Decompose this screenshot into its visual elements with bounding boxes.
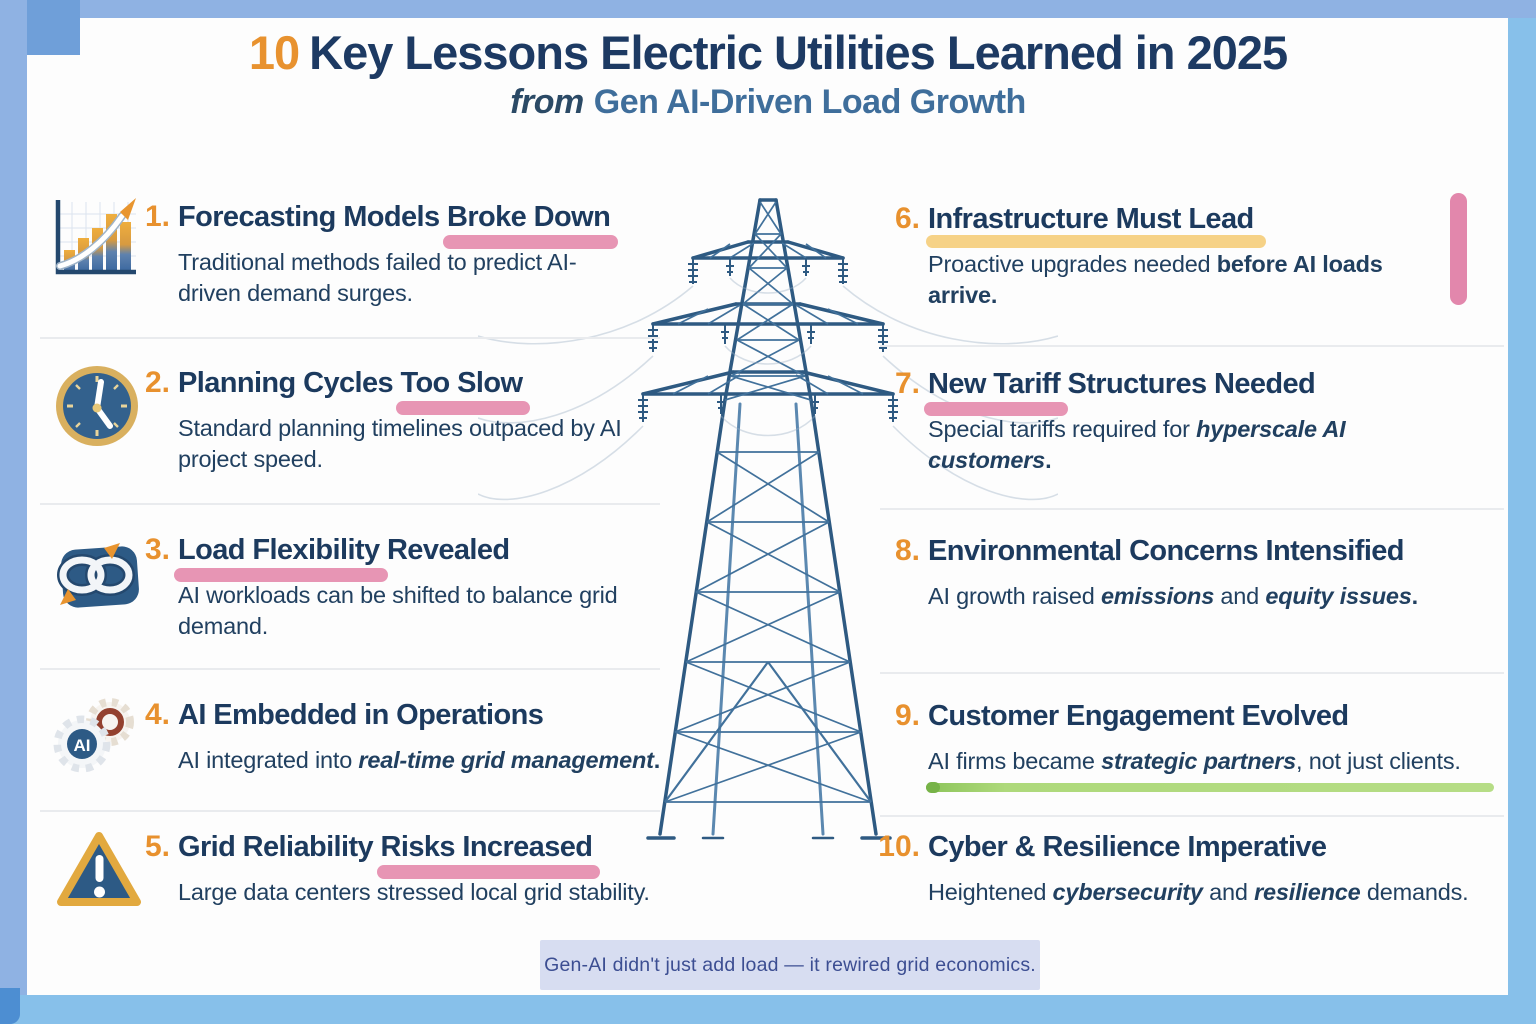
frame-border-right (1508, 18, 1536, 1024)
divider (40, 810, 660, 812)
growth-chart-icon (55, 198, 136, 275)
lesson-description: Proactive upgrades needed before AI load… (928, 251, 1383, 309)
load-cycle-icon (57, 543, 139, 608)
lesson-title: Environmental Concerns Intensified (928, 535, 1405, 567)
lesson-5: 5. Grid Reliability Risks Increased Larg… (140, 830, 650, 908)
lesson-10: 10. Cyber & Resilience Imperative Height… (876, 830, 1468, 908)
page-subtitle: from Gen AI-Driven Load Growth (0, 83, 1536, 122)
lesson-title: Load Flexibility Revealed (178, 534, 510, 566)
yellow-underline: Infrastructure Must Lead (928, 203, 1254, 235)
lesson-number: 3. (144, 533, 170, 566)
lesson-9: 9. Customer Engagement Evolved AI firms … (876, 699, 1494, 793)
lesson-title: Cyber & Resilience Imperative (928, 831, 1327, 863)
lesson-title: New Tariff Structures Needed (928, 368, 1316, 400)
lesson-title: Customer Engagement Evolved (928, 700, 1349, 732)
header: 10 Key Lessons Electric Utilities Learned… (0, 26, 1536, 122)
divider (40, 668, 660, 670)
footer-note: Gen-AI didn't just add load — it rewired… (544, 953, 1036, 976)
lesson-number: 8. (894, 534, 920, 567)
lesson-title: Planning Cycles Too Slow (178, 367, 523, 399)
lesson-description: Large data centers stressed local grid s… (178, 879, 650, 905)
lesson-description: Heightened cybersecurity and resilience … (928, 879, 1469, 905)
footer-caption: Gen-AI didn't just add load — it rewired… (540, 940, 1040, 990)
title-text: Key Lessons Electric Utilities Learned i… (309, 26, 1288, 79)
title-number: 10 (248, 26, 300, 79)
lesson-description: AI growth raised emissions and equity is… (928, 583, 1419, 609)
lesson-3: 3. Load Flexibility Revealed AI workload… (140, 533, 633, 642)
frame-border-top (0, 0, 1536, 18)
pink-accent-bar (1450, 193, 1467, 305)
divider (880, 345, 1504, 347)
frame-corner-bottom-left (0, 988, 20, 1024)
lesson-6: 6. Infrastructure Must Lead Proactive up… (876, 202, 1438, 311)
svg-text:AI: AI (74, 736, 91, 755)
pink-underline: Broke Down (447, 201, 611, 233)
green-underline (926, 782, 1494, 793)
lesson-number: 9. (894, 699, 920, 732)
subtitle-lead: from (510, 82, 584, 121)
lesson-2: 2. Planning Cycles Too Slow Standard pla… (140, 366, 623, 475)
lesson-description: Special tariffs required for hyperscale … (928, 416, 1346, 474)
lesson-description: AI workloads can be shifted to balance g… (178, 582, 618, 640)
lesson-title: AI Embedded in Operations (178, 699, 544, 731)
lesson-8: 8. Environmental Concerns Intensified AI… (876, 534, 1418, 612)
lesson-number: 7. (894, 367, 920, 400)
lesson-description: Traditional methods failed to predict AI… (178, 249, 577, 307)
lesson-7: 7. New Tariff Structures Needed Special … (876, 367, 1428, 476)
divider (880, 672, 1504, 674)
lesson-4: 4. AI Embedded in Operations AI integrat… (140, 698, 660, 776)
lesson-title: Forecasting Models Broke Down (178, 201, 611, 233)
lesson-description: AI integrated into real-time grid manage… (178, 747, 661, 773)
subtitle-text: Gen AI-Driven Load Growth (593, 82, 1027, 121)
ai-gears-icon: AI (53, 698, 134, 773)
divider (40, 503, 660, 505)
lesson-number: 2. (144, 366, 170, 399)
frame-border-left (0, 0, 27, 1024)
divider (880, 815, 1504, 817)
lesson-number: 1. (144, 200, 170, 233)
pink-underline: Load Flexibility (178, 534, 380, 566)
pink-underline: Risks Increased (380, 831, 593, 863)
divider (880, 508, 1504, 510)
lesson-description: AI firms became strategic partners, not … (928, 748, 1461, 774)
lesson-description: Standard planning timelines outpaced by … (178, 415, 622, 473)
warning-triangle-icon (57, 832, 141, 906)
pink-underline: Too Slow (400, 367, 523, 399)
lesson-1: 1. Forecasting Models Broke Down Traditi… (140, 200, 611, 309)
lesson-number: 6. (894, 202, 920, 235)
lesson-number: 4. (144, 698, 170, 731)
lesson-number: 10. (878, 830, 920, 863)
lesson-title: Grid Reliability Risks Increased (178, 831, 593, 863)
clock-icon (56, 366, 138, 446)
divider (40, 337, 660, 339)
pink-underline: New Tariff (928, 368, 1061, 400)
lesson-number: 5. (144, 830, 170, 863)
lesson-title: Infrastructure Must Lead (928, 203, 1254, 236)
page-title: 10 Key Lessons Electric Utilities Learned… (0, 26, 1536, 79)
frame-border-bottom (0, 995, 1536, 1024)
